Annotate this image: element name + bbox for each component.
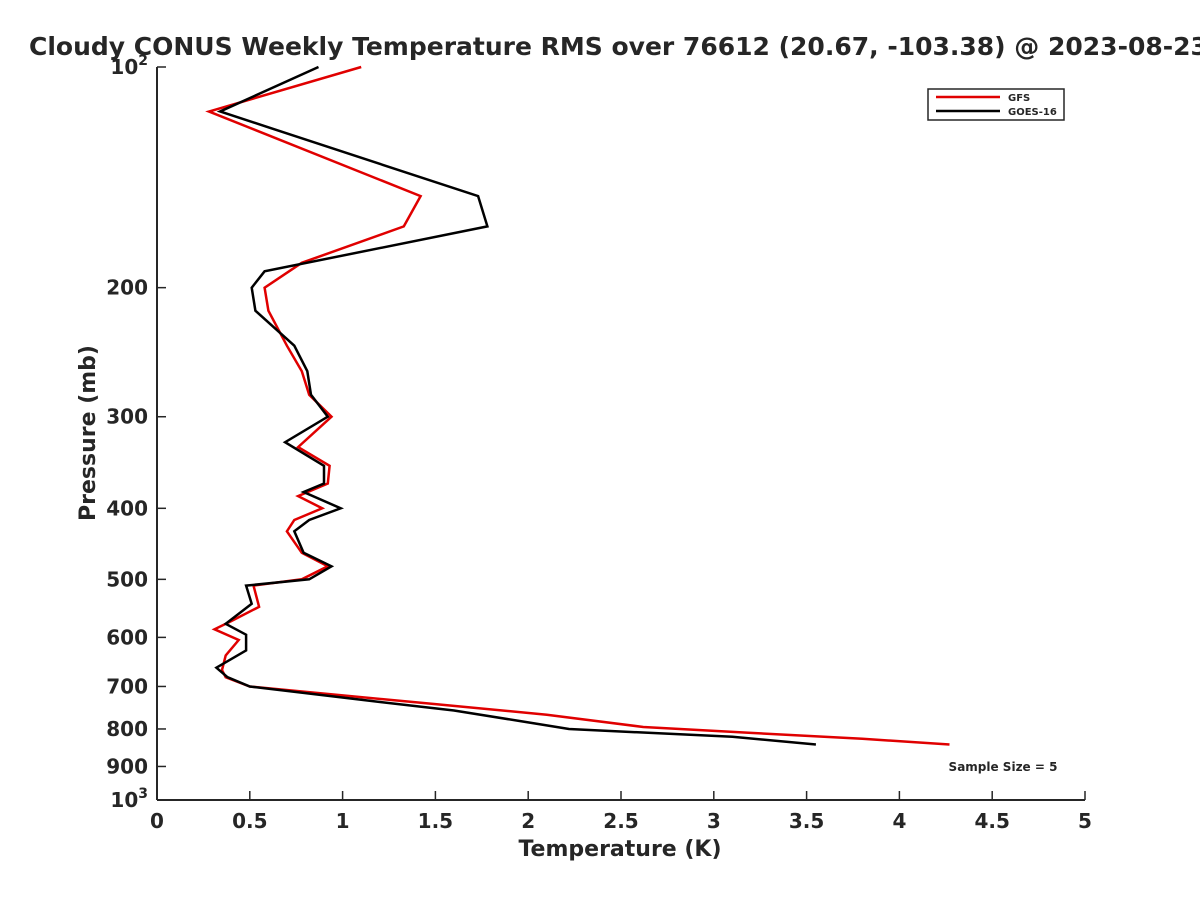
y-tick-label: 400 (106, 496, 148, 520)
y-tick-label-base: 300 (106, 405, 148, 429)
series-line-gfs (205, 65, 950, 746)
y-tick-label-base: 400 (106, 496, 148, 520)
series-line-goes-16 (214, 65, 817, 746)
y-tick-label: 700 (106, 674, 148, 698)
y-tick-label-base: 10 (110, 55, 138, 79)
legend-label: GFS (1008, 93, 1030, 104)
y-tick-label: 103 (110, 786, 148, 812)
y-tick-label-exponent: 3 (138, 786, 148, 802)
y-tick-label: 900 (106, 754, 148, 778)
legend-label: GOES-16 (1008, 107, 1057, 118)
y-tick-label-base: 800 (106, 717, 148, 741)
y-tick-label: 200 (106, 276, 148, 300)
y-tick-label-base: 500 (106, 567, 148, 591)
y-tick-label: 500 (106, 567, 148, 591)
y-tick-label-base: 700 (106, 674, 148, 698)
sample-size-annotation: Sample Size = 5 (949, 760, 1058, 774)
x-tick-label: 1 (336, 809, 350, 833)
x-tick-label: 2.5 (603, 809, 638, 833)
y-tick-label-base: 900 (106, 754, 148, 778)
y-tick-label-base: 10 (110, 788, 138, 812)
x-tick-label: 5 (1078, 809, 1092, 833)
chart-title: Cloudy CONUS Weekly Temperature RMS over… (29, 32, 1200, 61)
x-tick-label: 0 (150, 809, 164, 833)
x-tick-label: 1.5 (418, 809, 453, 833)
y-tick-label: 600 (106, 625, 148, 649)
x-tick-label: 3 (707, 809, 721, 833)
x-tick-label: 3.5 (789, 809, 824, 833)
y-tick-label: 300 (106, 405, 148, 429)
x-tick-label: 4 (892, 809, 906, 833)
x-axis-label: Temperature (K) (518, 837, 721, 862)
y-tick-label-exponent: 2 (138, 53, 148, 69)
y-axis-label: Pressure (mb) (76, 345, 101, 521)
x-tick-label: 4.5 (974, 809, 1009, 833)
y-tick-label: 102 (110, 53, 148, 79)
x-tick-label: 2 (521, 809, 535, 833)
y-tick-label-base: 200 (106, 276, 148, 300)
legend-box (927, 88, 1065, 121)
x-tick-label: 0.5 (232, 809, 267, 833)
y-tick-label-base: 600 (106, 625, 148, 649)
y-tick-label: 800 (106, 717, 148, 741)
